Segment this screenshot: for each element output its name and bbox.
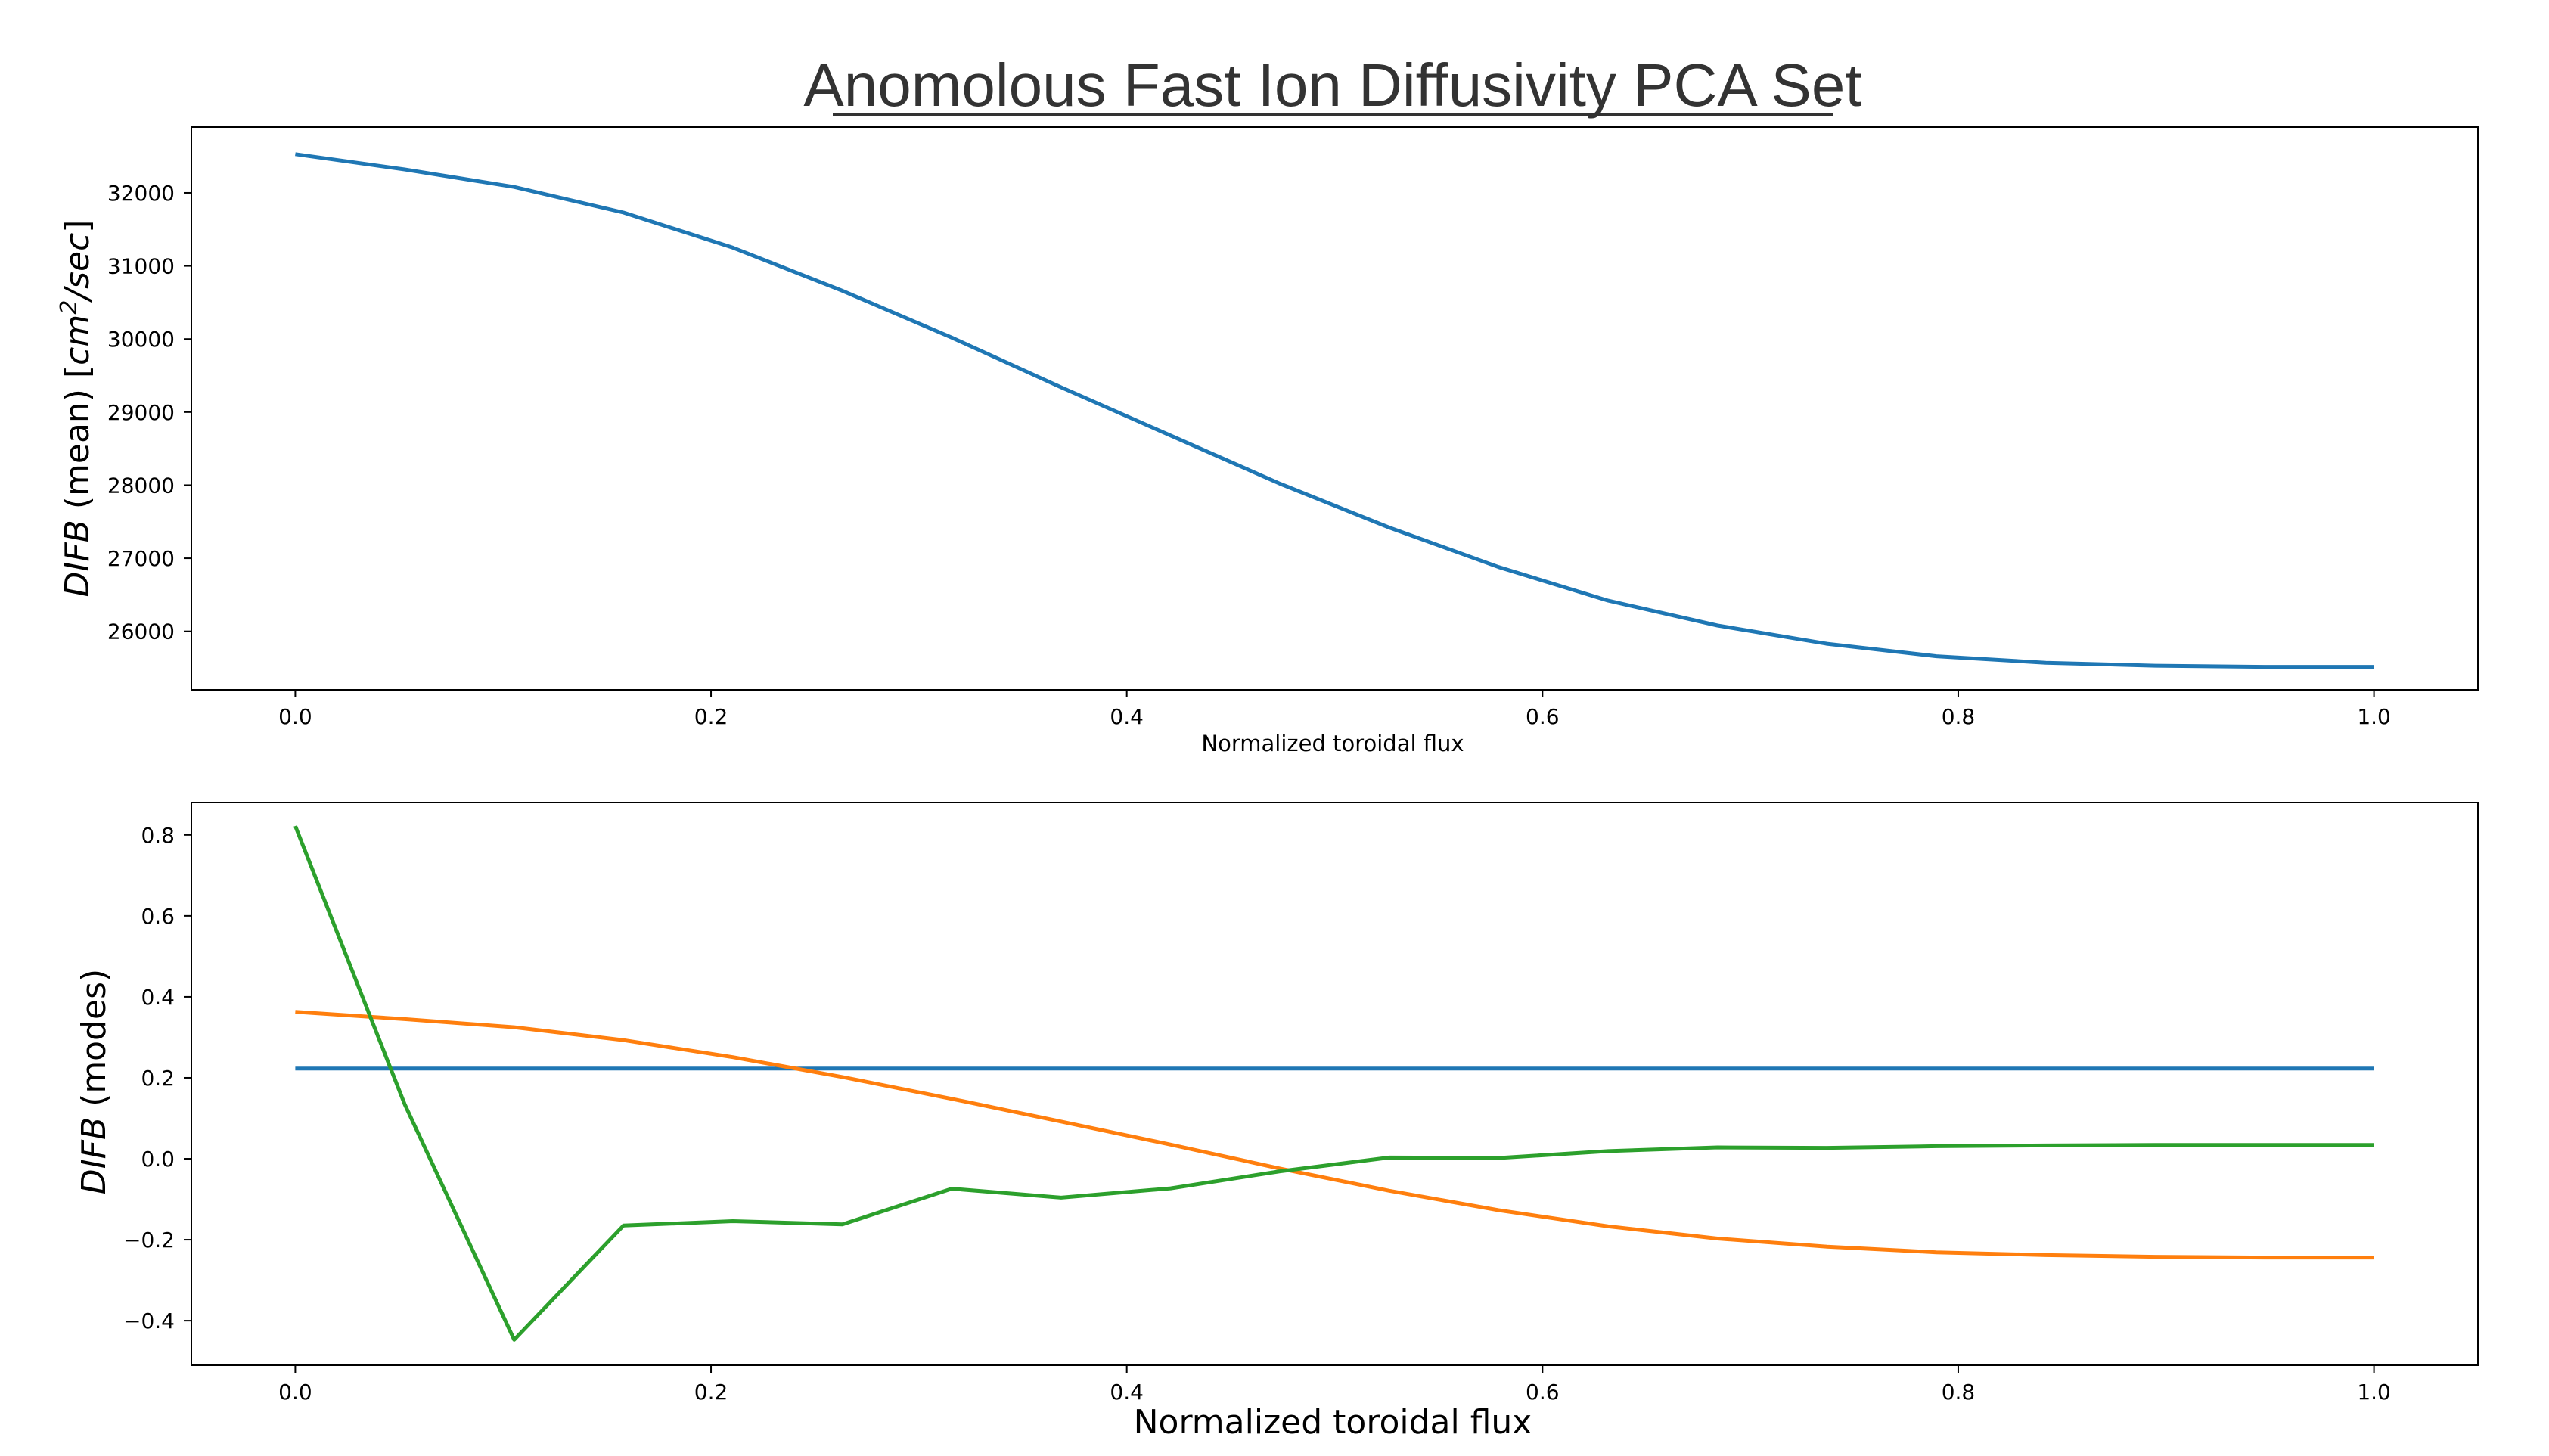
bottom-ytick-label: 0.6 <box>141 904 175 929</box>
top-plot-series <box>295 152 2374 669</box>
bottom-xtick-label: 1.0 <box>2357 1380 2391 1405</box>
top-ytick-label: 32000 <box>107 181 175 206</box>
top-xtick-label: 0.6 <box>1526 704 1560 729</box>
bottom-ytick-label: 0.8 <box>141 823 175 848</box>
top-plot-ylabel: DIFB (mean) [cm2/sec] <box>56 220 97 598</box>
top-ylabel-sup: 2 <box>56 300 82 315</box>
bottom-plot-frame <box>191 802 2479 1366</box>
bottom-plot-ylabel: DIFB (modes) <box>75 969 113 1194</box>
top-xtick-label: 0.0 <box>278 704 312 729</box>
bottom-series-line-2 <box>295 1010 2374 1260</box>
top-xtick-label: 1.0 <box>2357 704 2391 729</box>
bottom-xtick-label: 0.4 <box>1110 1380 1144 1405</box>
top-ylabel-close: ] <box>58 220 97 233</box>
top-xtick-label: 0.8 <box>1942 704 1976 729</box>
top-ytick-label: 29000 <box>107 400 175 425</box>
bottom-series-line-3 <box>293 825 2374 1342</box>
top-plot-ticks: 0.0 0.2 0.4 0.6 0.8 1.0 26000 27000 28000 29000 30… <box>107 181 2391 729</box>
bottom-plot-ticks: 0.0 0.2 0.4 0.6 0.8 1.0 −0.4 −0.2 0.0 0.2 0.4 0.6 0.… <box>123 823 2391 1405</box>
bottom-ylabel-plain: (modes) <box>75 969 113 1117</box>
bottom-ytick-label: 0.0 <box>141 1147 175 1172</box>
chart-title: Anomolous Fast Ion Diffusivity PCA Set <box>803 51 1861 119</box>
top-ylabel-unit-tail: /sec <box>58 233 97 303</box>
top-ytick-label: 27000 <box>107 546 175 571</box>
top-ytick-label: 30000 <box>107 327 175 352</box>
top-plot-frame <box>191 126 2479 691</box>
bottom-plot-xlabel: Normalized toroidal flux <box>1134 1403 1532 1442</box>
bottom-xtick-label: 0.0 <box>278 1380 312 1405</box>
bottom-plot-series <box>293 825 2374 1342</box>
top-ytick-label: 31000 <box>107 254 175 279</box>
bottom-xtick-label: 0.8 <box>1942 1380 1976 1405</box>
top-series-line-1 <box>295 152 2374 669</box>
top-xtick-label: 0.4 <box>1110 704 1144 729</box>
top-xtick-label: 0.2 <box>694 704 728 729</box>
bottom-modes-plot: 0.0 0.2 0.4 0.6 0.8 1.0 −0.4 −0.2 0.0 0.2 0.4 0.6 0.… <box>75 802 2479 1442</box>
bottom-xtick-label: 0.6 <box>1526 1380 1560 1405</box>
top-ylabel-plain: (mean) [ <box>58 365 97 520</box>
bottom-ylabel-italic: DIFB <box>75 1117 113 1194</box>
top-mean-plot: 0.0 0.2 0.4 0.6 0.8 1.0 26000 27000 28000 29000 30… <box>56 126 2479 756</box>
bottom-xtick-label: 0.2 <box>694 1380 728 1405</box>
bottom-ytick-label: −0.2 <box>123 1228 175 1253</box>
top-ytick-label: 26000 <box>107 619 175 644</box>
bottom-ytick-label: −0.4 <box>123 1309 175 1333</box>
bottom-ytick-label: 0.2 <box>141 1066 175 1091</box>
top-ylabel-unit: cm <box>58 315 97 365</box>
bottom-ytick-label: 0.4 <box>141 985 175 1010</box>
top-ylabel-italic: DIFB <box>58 520 97 597</box>
top-plot-xlabel: Normalized toroidal flux <box>1201 731 1464 756</box>
top-ytick-label: 28000 <box>107 473 175 498</box>
